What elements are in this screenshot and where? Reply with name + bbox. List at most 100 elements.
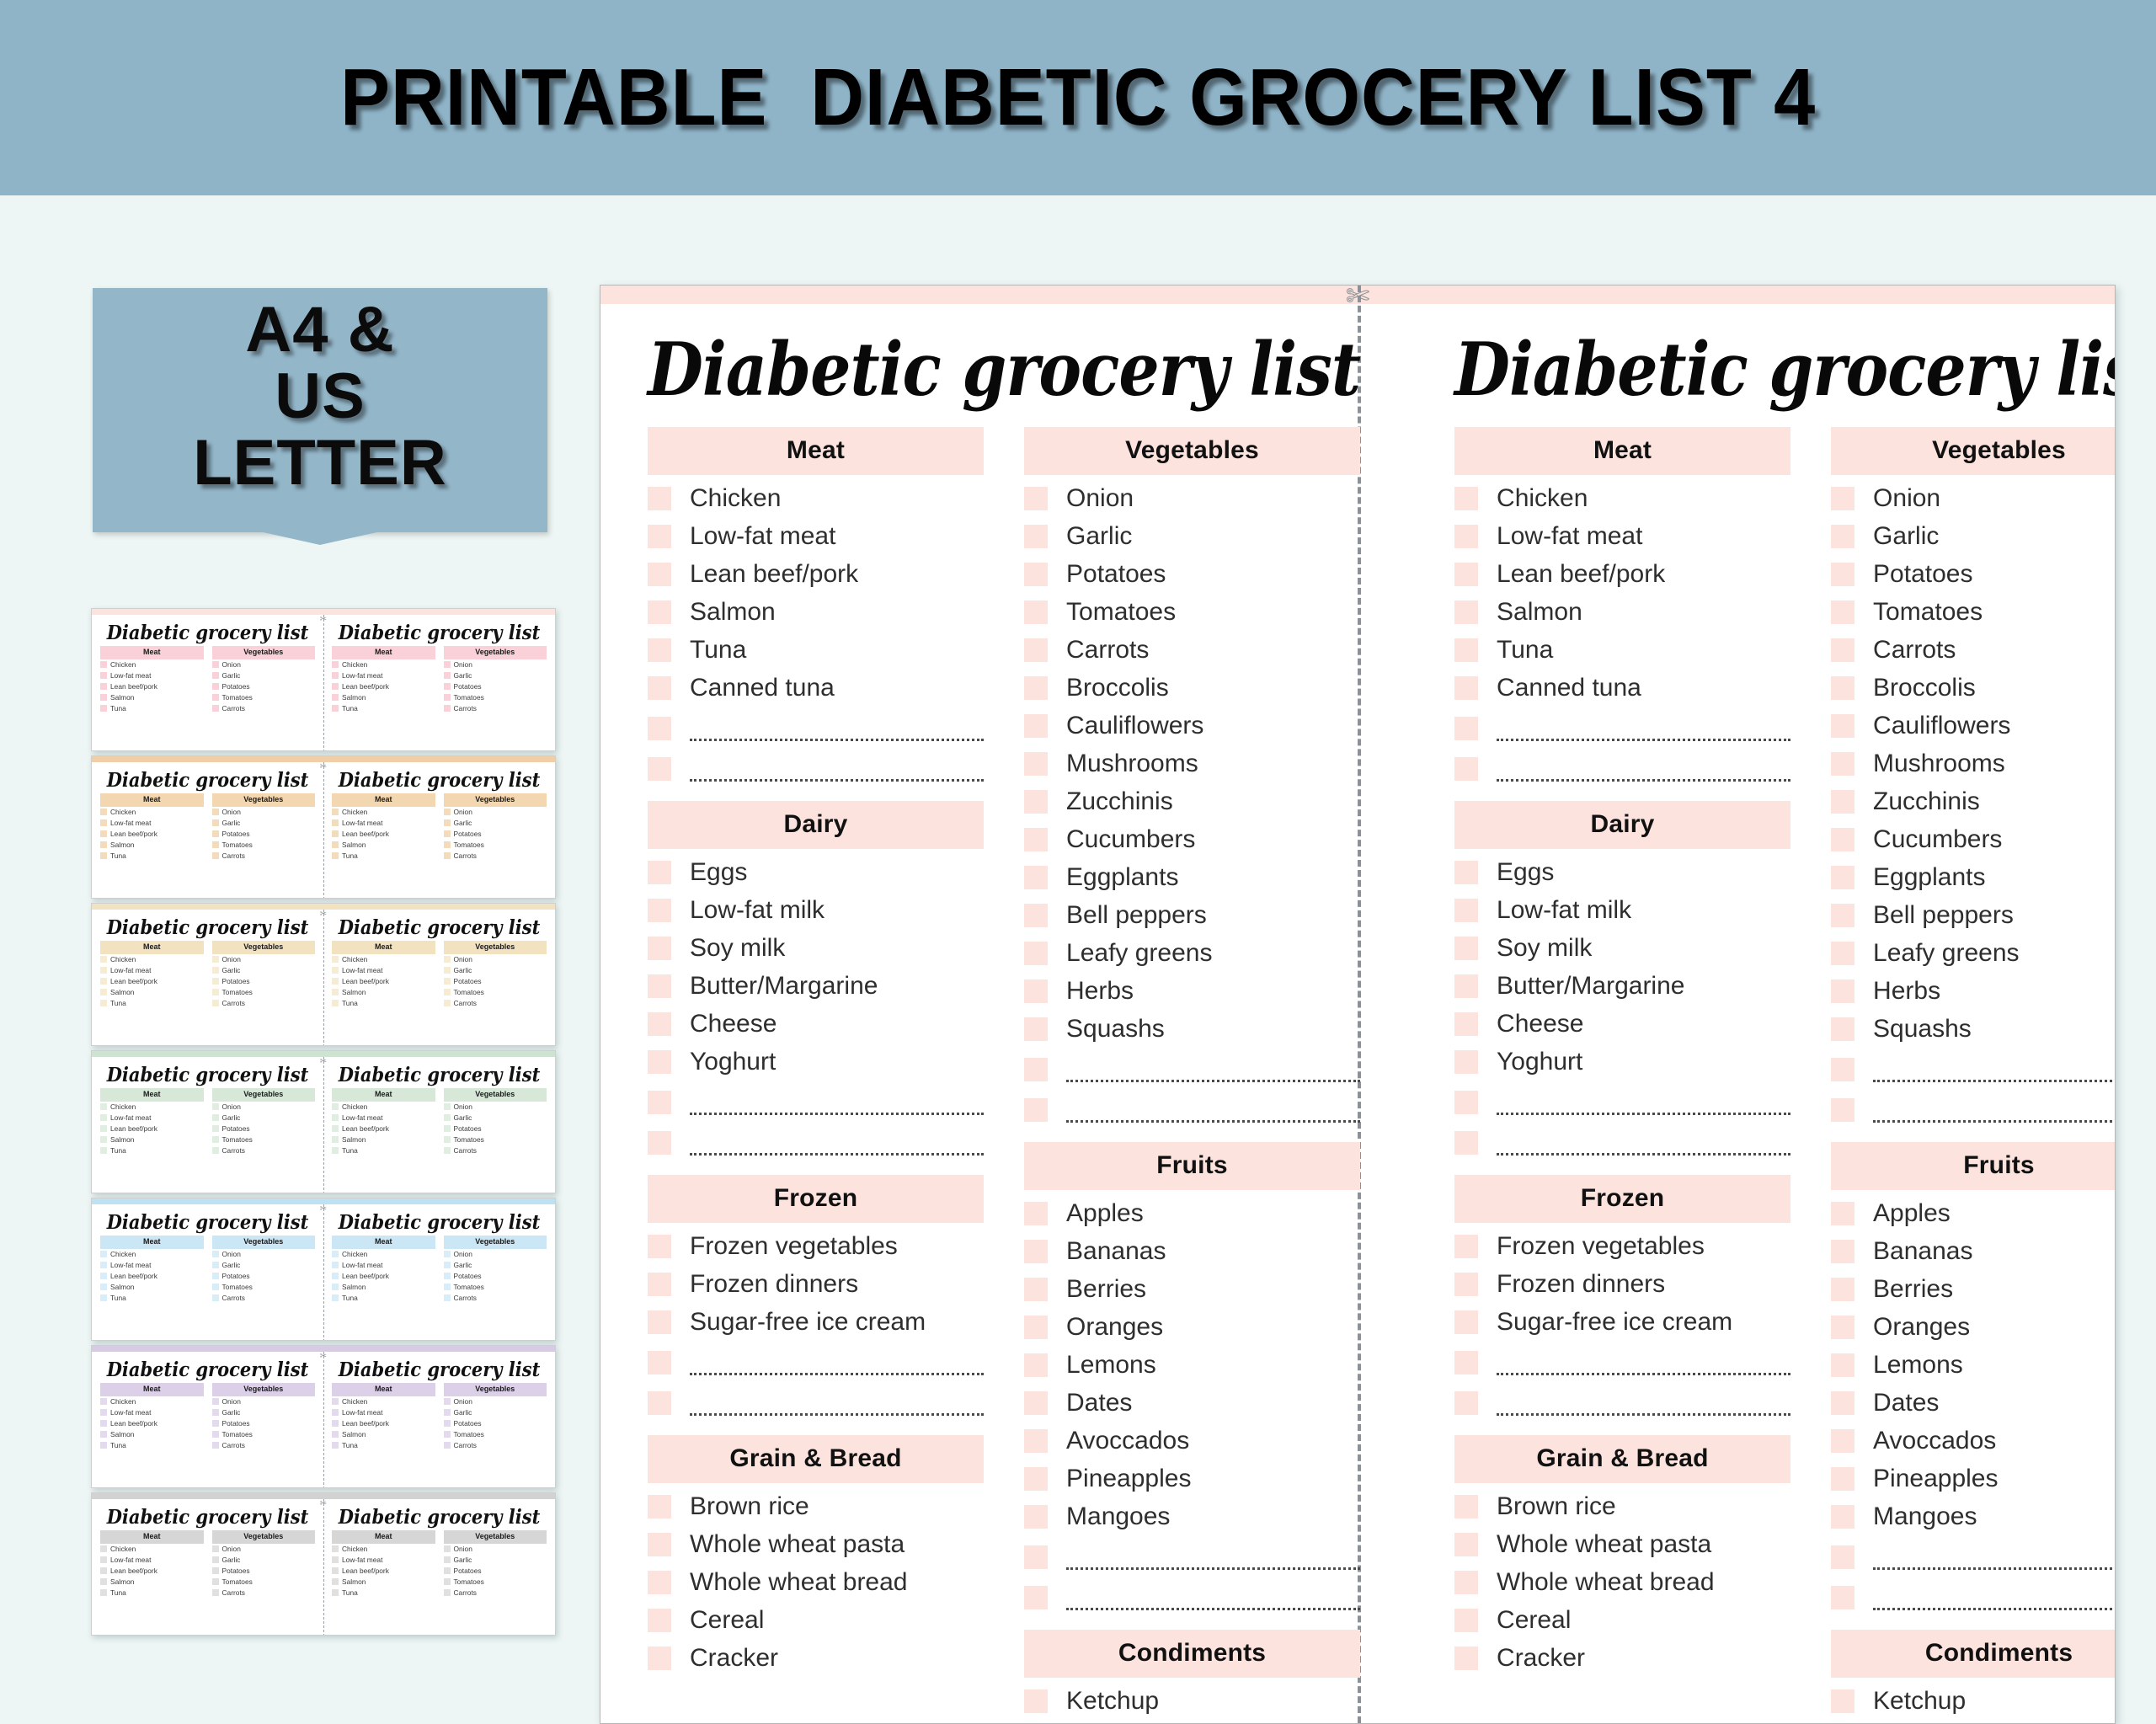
checkbox-icon[interactable] [1831,1017,1855,1041]
list-item[interactable]: Potatoes [1024,555,1360,593]
checkbox-icon[interactable] [1831,1586,1855,1609]
checkbox-icon[interactable] [648,486,671,510]
checkbox-icon[interactable] [1831,979,1855,1003]
list-item[interactable]: Whole wheat bread [1454,1563,1790,1601]
list-item[interactable]: Leafy greens [1831,934,2115,972]
checkbox-icon[interactable] [1831,1504,1855,1529]
checkbox-icon[interactable] [1831,675,1855,700]
checkbox-icon[interactable] [1024,751,1049,776]
list-item[interactable]: Brown rice [648,1487,984,1525]
blank-write-in-row[interactable] [1454,747,1791,787]
checkbox-icon[interactable] [1024,1315,1049,1339]
checkbox-icon[interactable] [1454,1091,1479,1114]
checkbox-icon[interactable] [648,1310,671,1334]
checkbox-icon[interactable] [1454,1272,1479,1296]
list-item[interactable]: Berries [1024,1270,1360,1308]
checkbox-icon[interactable] [1024,1586,1049,1609]
list-item[interactable]: Zucchinis [1831,782,2115,820]
checkbox-icon[interactable] [1024,1098,1049,1122]
checkbox-icon[interactable] [1454,757,1479,781]
checkbox-icon[interactable] [1831,1315,1855,1339]
list-item[interactable]: Whole wheat bread [648,1563,984,1601]
thumbnail-card-pink[interactable]: Diabetic grocery list Meat Chicken Low-fat … [91,608,556,751]
list-item[interactable]: Chicken [1454,479,1790,517]
list-item[interactable]: Low-fat milk [1454,891,1790,929]
checkbox-icon[interactable] [1024,1545,1049,1569]
blank-write-in-row[interactable] [648,1381,985,1422]
checkbox-icon[interactable] [1454,717,1479,740]
checkbox-icon[interactable] [1831,1353,1855,1377]
thumbnail-card-green[interactable]: Diabetic grocery list Meat Chicken Low-fat … [91,1050,556,1193]
list-item[interactable]: Dates [1831,1384,2115,1422]
list-item[interactable]: Low-fat milk [648,891,984,929]
checkbox-icon[interactable] [1831,1239,1855,1263]
checkbox-icon[interactable] [1454,638,1479,662]
checkbox-icon[interactable] [648,1049,671,1074]
list-item[interactable]: Cucumbers [1024,820,1360,858]
list-item[interactable]: Canned tuna [648,669,984,707]
thumbnail-card-tan[interactable]: Diabetic grocery list Meat Chicken Low-fat … [91,755,556,899]
blank-write-in-row[interactable] [1024,1048,1361,1088]
list-item[interactable]: Mangoes [1024,1497,1360,1535]
checkbox-icon[interactable] [1024,1058,1049,1081]
checkbox-icon[interactable] [1024,1239,1049,1263]
list-item[interactable]: Chicken [648,479,984,517]
checkbox-icon[interactable] [648,1272,671,1296]
list-item[interactable]: Herbs [1831,972,2115,1010]
list-item[interactable]: Eggs [1454,853,1790,891]
checkbox-icon[interactable] [1831,903,1855,927]
list-item[interactable]: Frozen vegetables [1454,1227,1790,1265]
list-item[interactable]: Carrots [1831,631,2115,669]
blank-write-in-row[interactable] [648,1121,985,1161]
list-item[interactable]: Garlic [1024,517,1360,555]
list-item[interactable]: Avoccados [1831,1422,2115,1460]
checkbox-icon[interactable] [1831,941,1855,965]
checkbox-icon[interactable] [1024,486,1049,510]
list-item[interactable]: Dates [1024,1384,1360,1422]
checkbox-icon[interactable] [1024,865,1049,889]
blank-write-in-row[interactable] [1831,1088,2115,1129]
blank-write-in-row[interactable] [1454,1081,1791,1121]
list-item[interactable]: Bananas [1831,1232,2115,1270]
checkbox-icon[interactable] [1024,1201,1049,1225]
list-item[interactable]: Broccolis [1831,669,2115,707]
checkbox-icon[interactable] [1024,1689,1049,1713]
checkbox-icon[interactable] [1831,1428,1855,1453]
thumbnail-card-purple[interactable]: Diabetic grocery list Meat Chicken Low-fat … [91,1345,556,1488]
checkbox-icon[interactable] [1024,600,1049,624]
list-item[interactable]: Cereal [1454,1601,1790,1639]
list-item[interactable]: Butter/Margarine [648,967,984,1005]
list-item[interactable]: Yoghurt [648,1043,984,1081]
checkbox-icon[interactable] [1454,1494,1479,1519]
checkbox-icon[interactable] [1454,974,1479,998]
list-item[interactable]: Berries [1831,1270,2115,1308]
list-item[interactable]: Frozen vegetables [648,1227,984,1265]
list-item[interactable]: Salmon [648,593,984,631]
list-item[interactable]: Bell peppers [1831,896,2115,934]
list-item[interactable]: Lemons [1024,1346,1360,1384]
checkbox-icon[interactable] [1454,898,1479,922]
list-item[interactable]: Bell peppers [1024,896,1360,934]
blank-write-in-row[interactable] [1024,1576,1361,1616]
checkbox-icon[interactable] [1024,789,1049,814]
checkbox-icon[interactable] [1831,1689,1855,1713]
blank-write-in-row[interactable] [1831,1576,2115,1616]
checkbox-icon[interactable] [1454,1131,1479,1155]
thumbnail-card-blue[interactable]: Diabetic grocery list Meat Chicken Low-fat … [91,1198,556,1341]
list-item[interactable]: Cereal [648,1601,984,1639]
blank-write-in-row[interactable] [648,707,985,747]
list-item[interactable]: Low-fat meat [648,517,984,555]
checkbox-icon[interactable] [648,936,671,960]
checkbox-icon[interactable] [1024,1277,1049,1301]
checkbox-icon[interactable] [648,1570,671,1594]
checkbox-icon[interactable] [1454,486,1479,510]
checkbox-icon[interactable] [1024,1428,1049,1453]
checkbox-icon[interactable] [1831,1277,1855,1301]
checkbox-icon[interactable] [1024,713,1049,738]
checkbox-icon[interactable] [1454,562,1479,586]
checkbox-icon[interactable] [1831,865,1855,889]
checkbox-icon[interactable] [1831,1545,1855,1569]
checkbox-icon[interactable] [648,600,671,624]
checkbox-icon[interactable] [1454,1646,1479,1670]
checkbox-icon[interactable] [1831,1466,1855,1491]
